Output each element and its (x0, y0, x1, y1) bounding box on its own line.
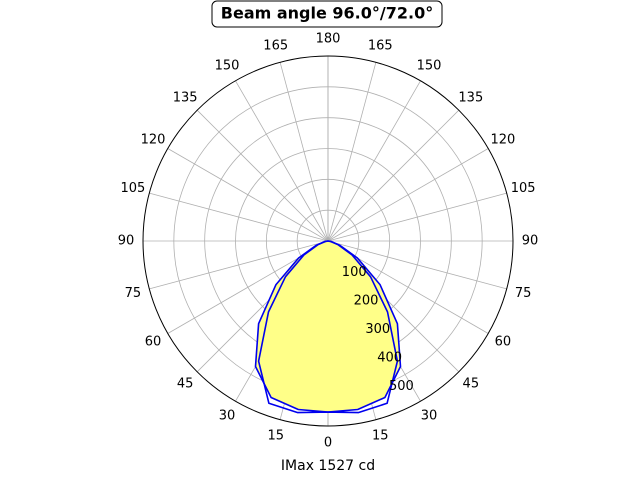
area (255, 241, 401, 413)
radial-tick-label: 100 (342, 265, 367, 280)
plot-area: 0 15 15 30 30 45 45 60 60 75 75 90 90 105 105 120 120 135… (118, 32, 539, 451)
angle-tick-label: 15 (372, 429, 389, 444)
x-axis-label: IMax 1527 cd (281, 458, 375, 474)
grid-spoke (327, 192, 507, 242)
radial-tick-label: 400 (377, 350, 402, 365)
radial-tick-label: 200 (354, 293, 379, 308)
angle-tick-label: 0 (324, 436, 332, 451)
chart-title: Beam angle 96.0°/72.0° (221, 4, 433, 23)
angle-tick-label: 150 (215, 59, 240, 74)
angle-tick-label: 15 (267, 429, 284, 444)
grid-spoke (149, 192, 329, 242)
line (257, 240, 399, 414)
angle-tick-label: 45 (463, 376, 480, 391)
angle-tick-label: 165 (368, 38, 393, 53)
angle-tick-label: 45 (177, 376, 194, 391)
angle-tick-label: 90 (522, 234, 539, 249)
angle-tick-label: 75 (125, 286, 142, 301)
angle-tick-label: 150 (417, 59, 442, 74)
radial-tick-label: 300 (365, 322, 390, 337)
angle-tick-label: 135 (458, 91, 483, 106)
grid-spoke (167, 148, 329, 242)
angle-tick-label: 105 (511, 181, 536, 196)
grid-spoke (327, 109, 460, 242)
angle-tick-label: 135 (173, 91, 198, 106)
angle-tick-label: 120 (491, 133, 516, 148)
angle-tick-label: 60 (495, 335, 512, 350)
grid-spoke (327, 80, 421, 242)
title-box (211, 0, 443, 28)
angle-tick-label: 105 (120, 181, 145, 196)
grid-spoke (327, 62, 377, 242)
grid-spoke (327, 240, 507, 290)
grid-spoke (235, 80, 329, 242)
radial-tick-label: 500 (389, 379, 414, 394)
angle-tick-label: 90 (118, 234, 135, 249)
angle-tick-label: 75 (515, 286, 532, 301)
angle-tick-label: 30 (219, 408, 236, 423)
angle-tick-label: 165 (263, 38, 288, 53)
grid-spoke (279, 62, 329, 242)
grid-spoke (327, 148, 489, 242)
grid-spoke (196, 109, 329, 242)
angle-tick-label: 180 (316, 32, 341, 47)
angle-tick-label: 60 (145, 335, 162, 350)
outer-frame (142, 55, 514, 427)
angle-tick-label: 120 (141, 133, 166, 148)
grid-spoke (149, 240, 329, 290)
angle-tick-label: 30 (421, 408, 438, 423)
